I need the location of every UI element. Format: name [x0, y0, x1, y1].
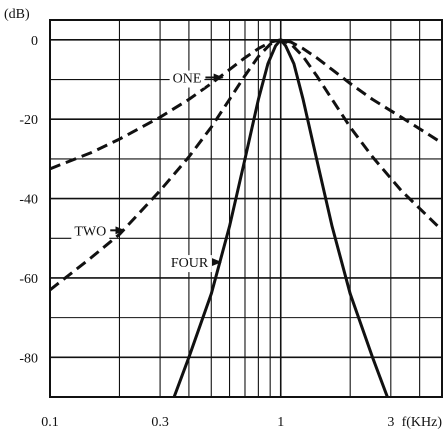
x-tick-label: 0.1 — [41, 415, 59, 430]
series-line-four — [172, 38, 389, 397]
y-tick-label: 0 — [31, 34, 38, 49]
annotation-label: FOUR — [171, 256, 209, 271]
chart-annotations: ONE TWO FOUR — [71, 70, 224, 273]
annotation-four: FOUR — [167, 255, 222, 273]
series-line-two — [50, 38, 442, 292]
x-axis-label: f(KHz) — [402, 415, 443, 430]
x-tick-label: 3 — [387, 415, 394, 430]
x-tick-label: 0.3 — [151, 415, 169, 430]
y-tick-label: -40 — [19, 193, 38, 208]
annotation-label: TWO — [74, 224, 106, 239]
y-tick-label: -60 — [19, 272, 38, 287]
y-tick-label: -20 — [19, 113, 38, 128]
y-axis-label: (dB) — [4, 7, 30, 22]
y-tick-label: -80 — [19, 351, 38, 366]
chart-axes: 0 -20 -40 -60 -80 0.1 0.3 1 3 — [19, 34, 394, 430]
annotation-one: ONE — [169, 70, 224, 88]
x-tick-label: 1 — [277, 415, 284, 430]
chart-series — [50, 38, 442, 397]
annotation-two: TWO — [71, 223, 126, 241]
annotation-label: ONE — [173, 72, 202, 87]
plot-frame — [49, 19, 443, 398]
series-line-one — [50, 38, 442, 171]
